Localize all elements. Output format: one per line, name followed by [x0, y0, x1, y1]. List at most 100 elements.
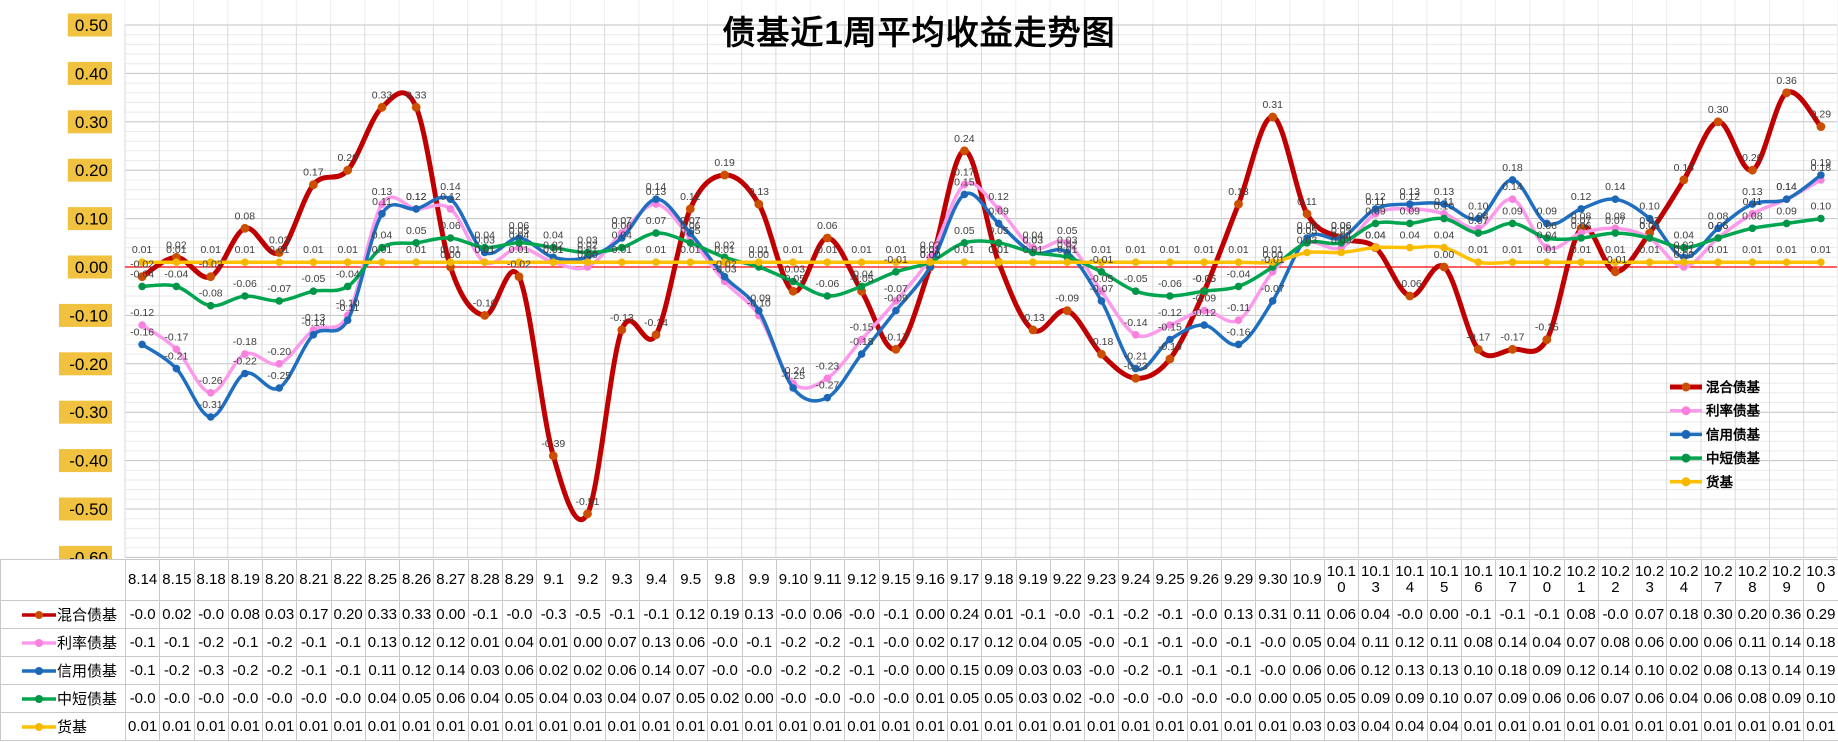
data-label: 0.06 [612, 220, 633, 232]
table-date-header: 9.2 [570, 559, 606, 601]
series-3-point [1680, 243, 1688, 252]
data-label: 0.24 [954, 133, 975, 145]
data-label: -0.06 [233, 278, 257, 290]
data-label: 0.01 [577, 244, 598, 256]
table-cell: -0.0 [193, 684, 229, 713]
data-label: -0.09 [884, 293, 908, 305]
series-4-point [241, 258, 249, 267]
series-3-point [857, 282, 866, 291]
table-cell: 0.01 [535, 712, 572, 741]
series-row-label: 利率债基 [0, 628, 126, 657]
data-label: 0.07 [680, 215, 701, 227]
table-cell: 0.05 [672, 684, 709, 713]
data-label: -0.14 [644, 317, 668, 329]
series-4-point [1611, 258, 1620, 267]
data-label: 0.12 [1571, 191, 1592, 203]
series-0-point [137, 272, 147, 282]
series-4-point [1474, 258, 1483, 267]
series-4-point [1714, 258, 1722, 267]
data-label: 0.17 [954, 167, 975, 179]
series-0-point [1473, 344, 1483, 354]
legend-item-label: 信用债基 [1706, 426, 1760, 442]
series-3-point [1714, 234, 1722, 242]
table-cell: -0.1 [1083, 600, 1120, 629]
series-2-point [1817, 171, 1825, 179]
series-0-point [480, 311, 490, 320]
series-0-point [1610, 267, 1620, 277]
table-date-header: 9.25 [1152, 559, 1188, 601]
data-label: 0.12 [406, 191, 427, 203]
table-cell: 0.09 [1357, 684, 1394, 713]
y-axis-label-highlight [67, 110, 112, 134]
table-cell: 0.20 [1734, 600, 1771, 629]
series-2-point [823, 393, 832, 402]
table-cell: 0.13 [1392, 656, 1428, 685]
table-cell: -0.1 [296, 628, 332, 657]
table-cell: -0.0 [1083, 628, 1120, 657]
table-cell: -0.0 [124, 684, 161, 713]
series-4-point [1303, 248, 1311, 257]
series-2-point [138, 340, 146, 349]
series-3-point [1029, 248, 1037, 257]
series-0-point [1405, 291, 1415, 301]
table-cell: -0.0 [878, 684, 914, 713]
table-cell: 0.01 [1118, 712, 1154, 741]
table-cell: 0.09 [1494, 684, 1531, 713]
series-2-point [206, 413, 215, 421]
table-cell: 0.01 [912, 684, 949, 713]
table-cell: 0.08 [1563, 600, 1599, 629]
table-cell: -0.0 [1255, 628, 1291, 657]
table-cell: -0.0 [501, 600, 538, 629]
table-cell: 0.04 [604, 684, 640, 713]
series-2-point [892, 306, 900, 315]
table-cell: -0.2 [809, 656, 846, 685]
table-cell: 0.15 [946, 656, 983, 685]
series-row-label: 中短债基 [0, 684, 126, 713]
series-4-point [1680, 258, 1688, 267]
table-date-header: 9.5 [672, 559, 709, 601]
table-cell: 0.11 [1289, 600, 1325, 629]
data-label: -0.02 [507, 259, 531, 271]
legend-key-marker [1681, 477, 1691, 487]
table-cell: 0.00 [741, 684, 777, 713]
series-row-label: 信用债基 [0, 656, 126, 685]
data-label: -0.26 [199, 375, 223, 387]
series-4-point [206, 258, 215, 267]
table-cell: 0.01 [1015, 712, 1051, 741]
table-date-header: 9.4 [638, 559, 675, 601]
table-cell: -0.1 [1118, 628, 1154, 657]
table-cell: 0.01 [981, 712, 1017, 741]
data-label: 0.01 [749, 244, 770, 256]
series-1-point [1063, 239, 1071, 247]
table-cell: 0.01 [912, 712, 949, 741]
series-4-point [1063, 258, 1071, 267]
data-label: -0.09 [747, 293, 771, 305]
data-label: 0.09 [1776, 205, 1797, 217]
series-3-point [1131, 287, 1140, 296]
series-0-point [1268, 112, 1278, 122]
data-label: 0.01 [406, 244, 427, 256]
series-3-point [1097, 268, 1106, 276]
data-label: 0.01 [543, 244, 564, 256]
table-date-header: 10.17 [1494, 559, 1531, 601]
series-2-point [172, 364, 181, 373]
table-cell: -0.1 [1460, 600, 1497, 629]
table-cell: -0.1 [1152, 656, 1188, 685]
table-cell: 0.06 [672, 628, 709, 657]
data-label: 0.00 [749, 249, 770, 261]
table-cell: -0.1 [604, 600, 640, 629]
data-label: -0.11 [336, 302, 359, 314]
table-cell: 0.06 [604, 656, 640, 685]
table-cell: 0.09 [1529, 656, 1565, 685]
table-cell: 0.01 [1700, 712, 1736, 741]
data-label: -0.19 [1158, 341, 1182, 353]
data-label: -0.25 [267, 370, 291, 382]
table-cell: -0.0 [1083, 684, 1120, 713]
table-cell: -0.1 [844, 628, 880, 657]
table-date-header: 10.27 [1700, 559, 1736, 601]
table-cell: 0.31 [1255, 600, 1291, 629]
series-1-point [446, 205, 455, 213]
series-name: 混合债基 [57, 607, 118, 624]
data-label: 0.01 [200, 244, 221, 256]
table-date-header: 9.9 [741, 559, 777, 601]
